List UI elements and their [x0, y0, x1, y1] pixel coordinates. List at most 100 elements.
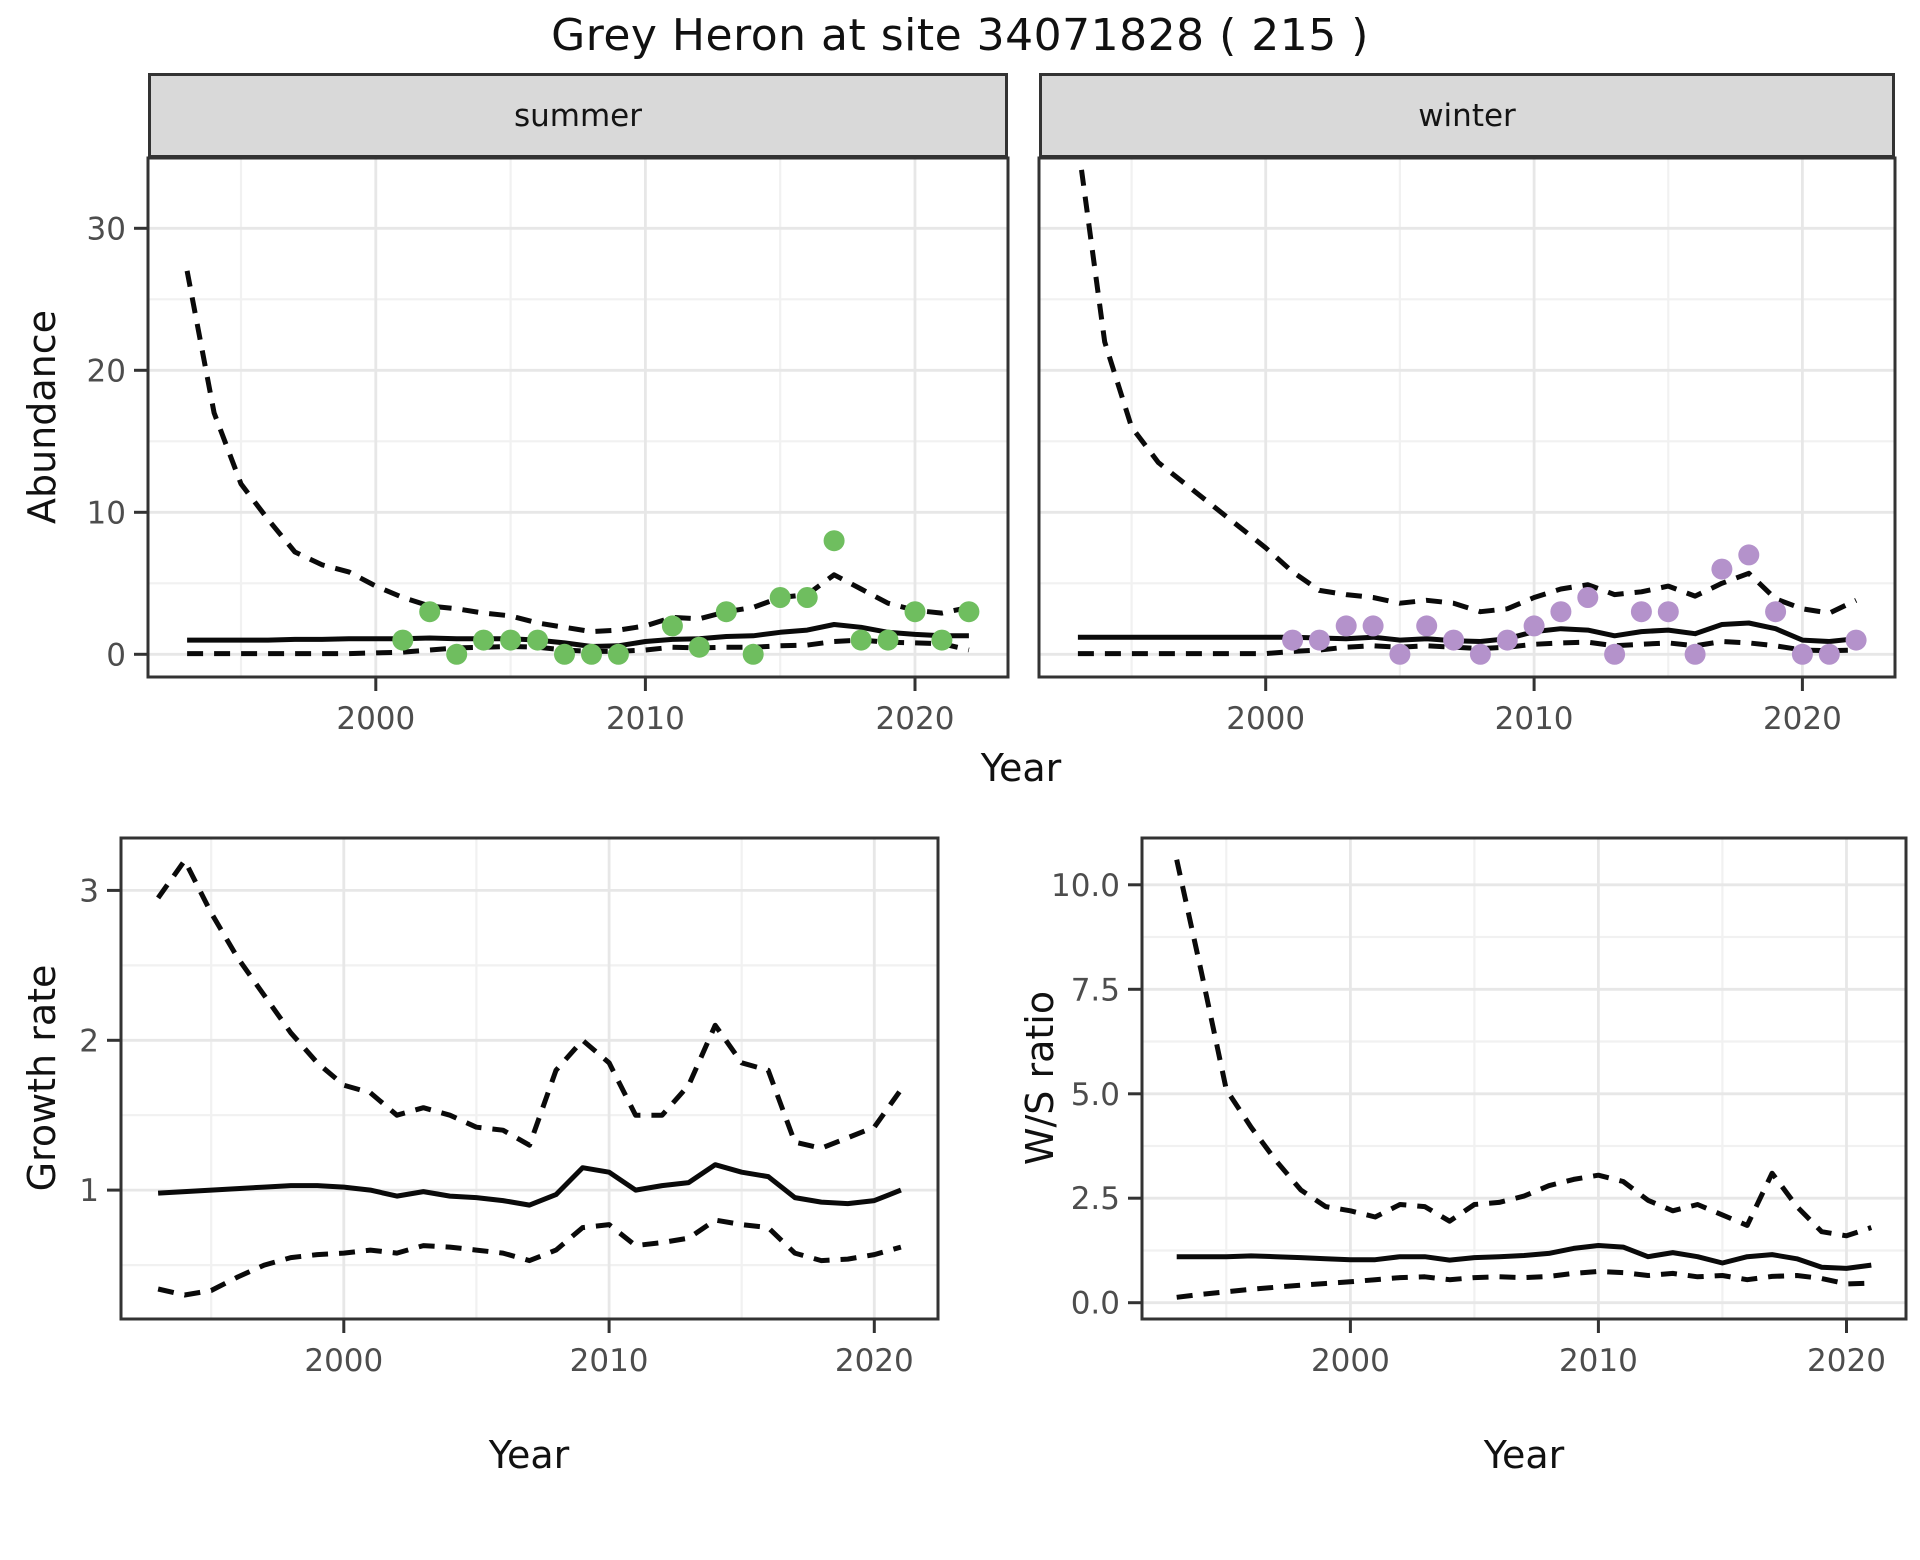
- observed-count-dot: [1684, 643, 1706, 665]
- observed-count-dot: [1496, 629, 1518, 651]
- facet-strip-summer: summer: [148, 73, 1008, 158]
- observed-count-dot: [1550, 601, 1572, 623]
- observed-count-dot: [1335, 615, 1357, 637]
- panel-abundance-winter: 2000 2010 2020: [1037, 156, 1897, 737]
- observed-count-dot: [1362, 615, 1384, 637]
- observed-count-dot: [688, 636, 710, 658]
- observed-count-dot: [931, 629, 953, 651]
- x-tick-label: 2000: [336, 701, 415, 737]
- panel-border: [1140, 836, 1908, 1321]
- observed-count-dot: [742, 643, 764, 665]
- observed-count-dot: [1765, 601, 1787, 623]
- y-tick-label: 5.0: [1071, 1077, 1120, 1113]
- observed-count-dot: [1630, 601, 1652, 623]
- y-axis-title-growth-rate: Growth rate: [20, 964, 64, 1192]
- observed-count-dot: [1308, 629, 1330, 651]
- y-tick-label: 0: [106, 637, 126, 673]
- observed-count-dot: [877, 629, 899, 651]
- y-tick-label: 2.5: [1071, 1181, 1120, 1217]
- observed-count-dot: [1791, 643, 1813, 665]
- panel-growth-rate: 2000 2010 2020 1 2 3: [79, 836, 940, 1379]
- lower-ci-path: [157, 1217, 902, 1298]
- observed-count-dot: [392, 629, 414, 651]
- x-tick-label: 2020: [1807, 1343, 1886, 1379]
- mean-path: [157, 1162, 902, 1208]
- observed-count-dot: [1282, 629, 1304, 651]
- lower-ci-path: [1077, 639, 1857, 657]
- facet-strip-winter-label: winter: [1418, 98, 1516, 134]
- y-tick-label: 30: [87, 211, 126, 247]
- x-tick-label: 2010: [1495, 701, 1574, 737]
- y-tick-label: 20: [87, 353, 126, 389]
- y-tick-label: 10: [87, 495, 126, 531]
- observed-count-dot: [958, 601, 980, 623]
- x-tick-label: 2000: [1226, 701, 1305, 737]
- x-axis-title-year-growth: Year: [488, 1433, 570, 1477]
- panel-border: [1037, 156, 1897, 679]
- x-axis-title-year-ws: Year: [1483, 1433, 1565, 1477]
- observed-count-dot: [1523, 615, 1545, 637]
- observed-count-dot: [419, 601, 441, 623]
- y-tick-label: 2: [79, 1023, 99, 1059]
- panel-background: [121, 838, 938, 1319]
- upper-ci-path: [1174, 859, 1873, 1239]
- observed-count-dot: [769, 587, 791, 608]
- x-tick-label: 2000: [304, 1343, 383, 1379]
- page-title: Grey Heron at site 34071828 ( 215 ): [551, 10, 1369, 61]
- observed-count-dot: [850, 629, 872, 651]
- observed-count-dot: [1657, 601, 1679, 623]
- observed-count-dot: [1711, 558, 1733, 580]
- y-tick-label: 3: [79, 873, 99, 909]
- y-tick-label: 1: [79, 1173, 99, 1209]
- mean-path: [187, 622, 969, 649]
- upper-ci-path: [156, 858, 903, 1151]
- y-tick-label: 10.0: [1051, 868, 1120, 904]
- mean-path: [1077, 620, 1857, 644]
- observed-count-dot: [715, 601, 737, 623]
- observed-count-dot: [527, 629, 549, 651]
- observed-count-dot: [581, 643, 602, 665]
- y-axis-title-abundance: Abundance: [20, 309, 64, 525]
- observed-count-dot: [1738, 544, 1760, 566]
- data-layer: [1077, 158, 1867, 665]
- observed-count-dot: [904, 601, 926, 623]
- x-axis-title-year-top: Year: [980, 746, 1062, 790]
- facet-strip-summer-label: summer: [513, 98, 642, 134]
- observed-count-dot: [1469, 643, 1491, 665]
- x-tick-label: 2000: [1311, 1343, 1390, 1379]
- observed-count-dot: [554, 643, 575, 665]
- y-tick-label: 0.0: [1071, 1286, 1120, 1322]
- upper-ci-path: [1077, 158, 1858, 616]
- observed-count-dot: [473, 629, 495, 651]
- lower-ci-path: [1176, 1268, 1872, 1300]
- observed-count-dot: [1443, 629, 1465, 651]
- data-layer: [1174, 859, 1873, 1300]
- data-layer: [156, 858, 903, 1298]
- y-axis-title-ws-ratio: W/S ratio: [1018, 990, 1062, 1166]
- panel-background: [1039, 158, 1895, 677]
- observed-count-dot: [1818, 643, 1840, 665]
- panel-border: [119, 836, 940, 1321]
- observed-count-dot: [796, 587, 818, 608]
- facet-strip-winter: winter: [1039, 73, 1895, 158]
- panel-background: [1142, 838, 1906, 1319]
- x-tick-label: 2020: [1763, 701, 1842, 737]
- mean-path: [1176, 1243, 1872, 1271]
- panel-ws-ratio: 2000 2010 2020 0.0 2.5 5.0 7.5 10.0: [1051, 836, 1908, 1379]
- y-tick-label: 7.5: [1071, 972, 1120, 1008]
- observed-count-dot: [1416, 615, 1438, 637]
- observed-count-dot: [446, 643, 468, 665]
- observed-count-dot: [661, 615, 683, 637]
- upper-ci-path: [184, 270, 970, 635]
- lower-ci-path: [187, 637, 970, 657]
- x-tick-label: 2010: [570, 1343, 649, 1379]
- x-tick-label: 2020: [835, 1343, 914, 1379]
- x-tick-label: 2020: [876, 701, 955, 737]
- data-layer: [184, 270, 980, 665]
- panel-border: [146, 156, 1010, 679]
- observed-count-dot: [607, 643, 629, 665]
- x-tick-label: 2010: [606, 701, 685, 737]
- observed-count-dot: [1577, 587, 1599, 608]
